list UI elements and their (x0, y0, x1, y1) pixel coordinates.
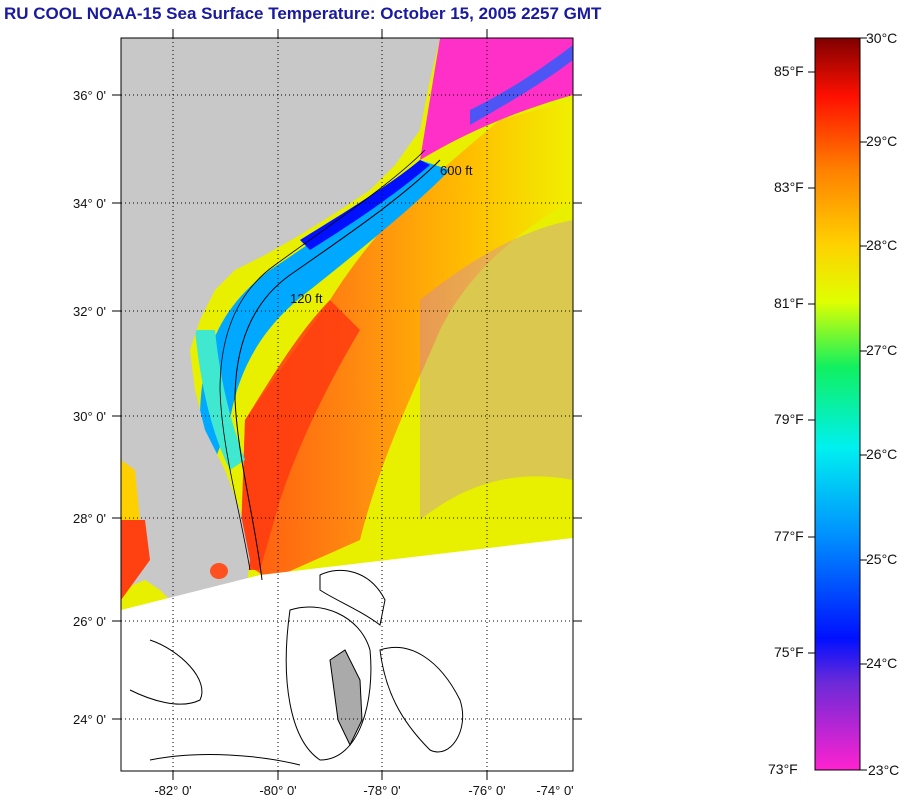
bahamas-contour-east (379, 646, 464, 753)
grand-bahama-contour (319, 569, 386, 626)
colorbar-ticks (808, 37, 867, 771)
cb-c-29: 29°C (866, 133, 898, 149)
lat-label-26: 26° 0' (73, 614, 106, 629)
contour-label-120: 120 ft (290, 291, 323, 306)
cb-f-75: 75°F (774, 644, 804, 660)
florida-shelf-band (195, 330, 245, 470)
cb-c-24: 24°C (866, 655, 898, 671)
lat-label-30: 30° 0' (73, 409, 106, 424)
florida-bay-contour (129, 639, 203, 705)
lon-label-82: -82° 0' (154, 783, 191, 798)
bahamas-contour (285, 606, 372, 761)
gulf-stream-core (240, 300, 360, 570)
cb-f-83: 83°F (774, 179, 804, 195)
axis-ticks (112, 29, 582, 780)
cb-f-81: 81°F (774, 295, 804, 311)
cb-c-30: 30°C (866, 30, 898, 46)
cuba-contour (149, 754, 301, 766)
andros-island (329, 649, 363, 747)
cb-f-73: 73°F (768, 761, 798, 777)
cb-f-79: 79°F (774, 411, 804, 427)
contour-label-600: 600 ft (440, 163, 473, 178)
map-frame (120, 37, 574, 772)
lat-label-34: 34° 0' (73, 196, 106, 211)
contour-120ft (219, 149, 426, 571)
graticule (121, 38, 573, 771)
cb-c-25: 25°C (866, 551, 898, 567)
map-title: RU COOL NOAA-15 Sea Surface Temperature:… (4, 4, 602, 23)
cb-c-23: 23°C (868, 762, 900, 778)
lon-label-80: -80° 0' (259, 783, 296, 798)
cb-c-27: 27°C (866, 342, 898, 358)
lat-label-36: 36° 0' (73, 88, 106, 103)
gulf-stream (240, 100, 573, 580)
cb-c-28: 28°C (866, 237, 898, 253)
lon-label-78: -78° 0' (363, 783, 400, 798)
lon-label-74: -74° 0' (536, 783, 573, 798)
cb-f-85: 85°F (774, 63, 804, 79)
lat-label-32: 32° 0' (73, 304, 106, 319)
map-raster (121, 38, 573, 771)
lon-label-76: -76° 0' (468, 783, 505, 798)
coastal-cold-edge (300, 160, 430, 250)
cb-c-26: 26°C (866, 446, 898, 462)
cold-filament-ne (470, 45, 573, 125)
gulf-of-mexico-warm (121, 520, 150, 600)
cb-f-77: 77°F (774, 528, 804, 544)
contour-600ft (234, 159, 441, 581)
lat-label-24: 24° 0' (73, 712, 106, 727)
cloud-speckle-region (420, 220, 573, 520)
lat-label-28: 28° 0' (73, 511, 106, 526)
colorbar (814, 37, 861, 771)
lake-okeechobee (210, 563, 228, 579)
land-mass (121, 38, 440, 665)
